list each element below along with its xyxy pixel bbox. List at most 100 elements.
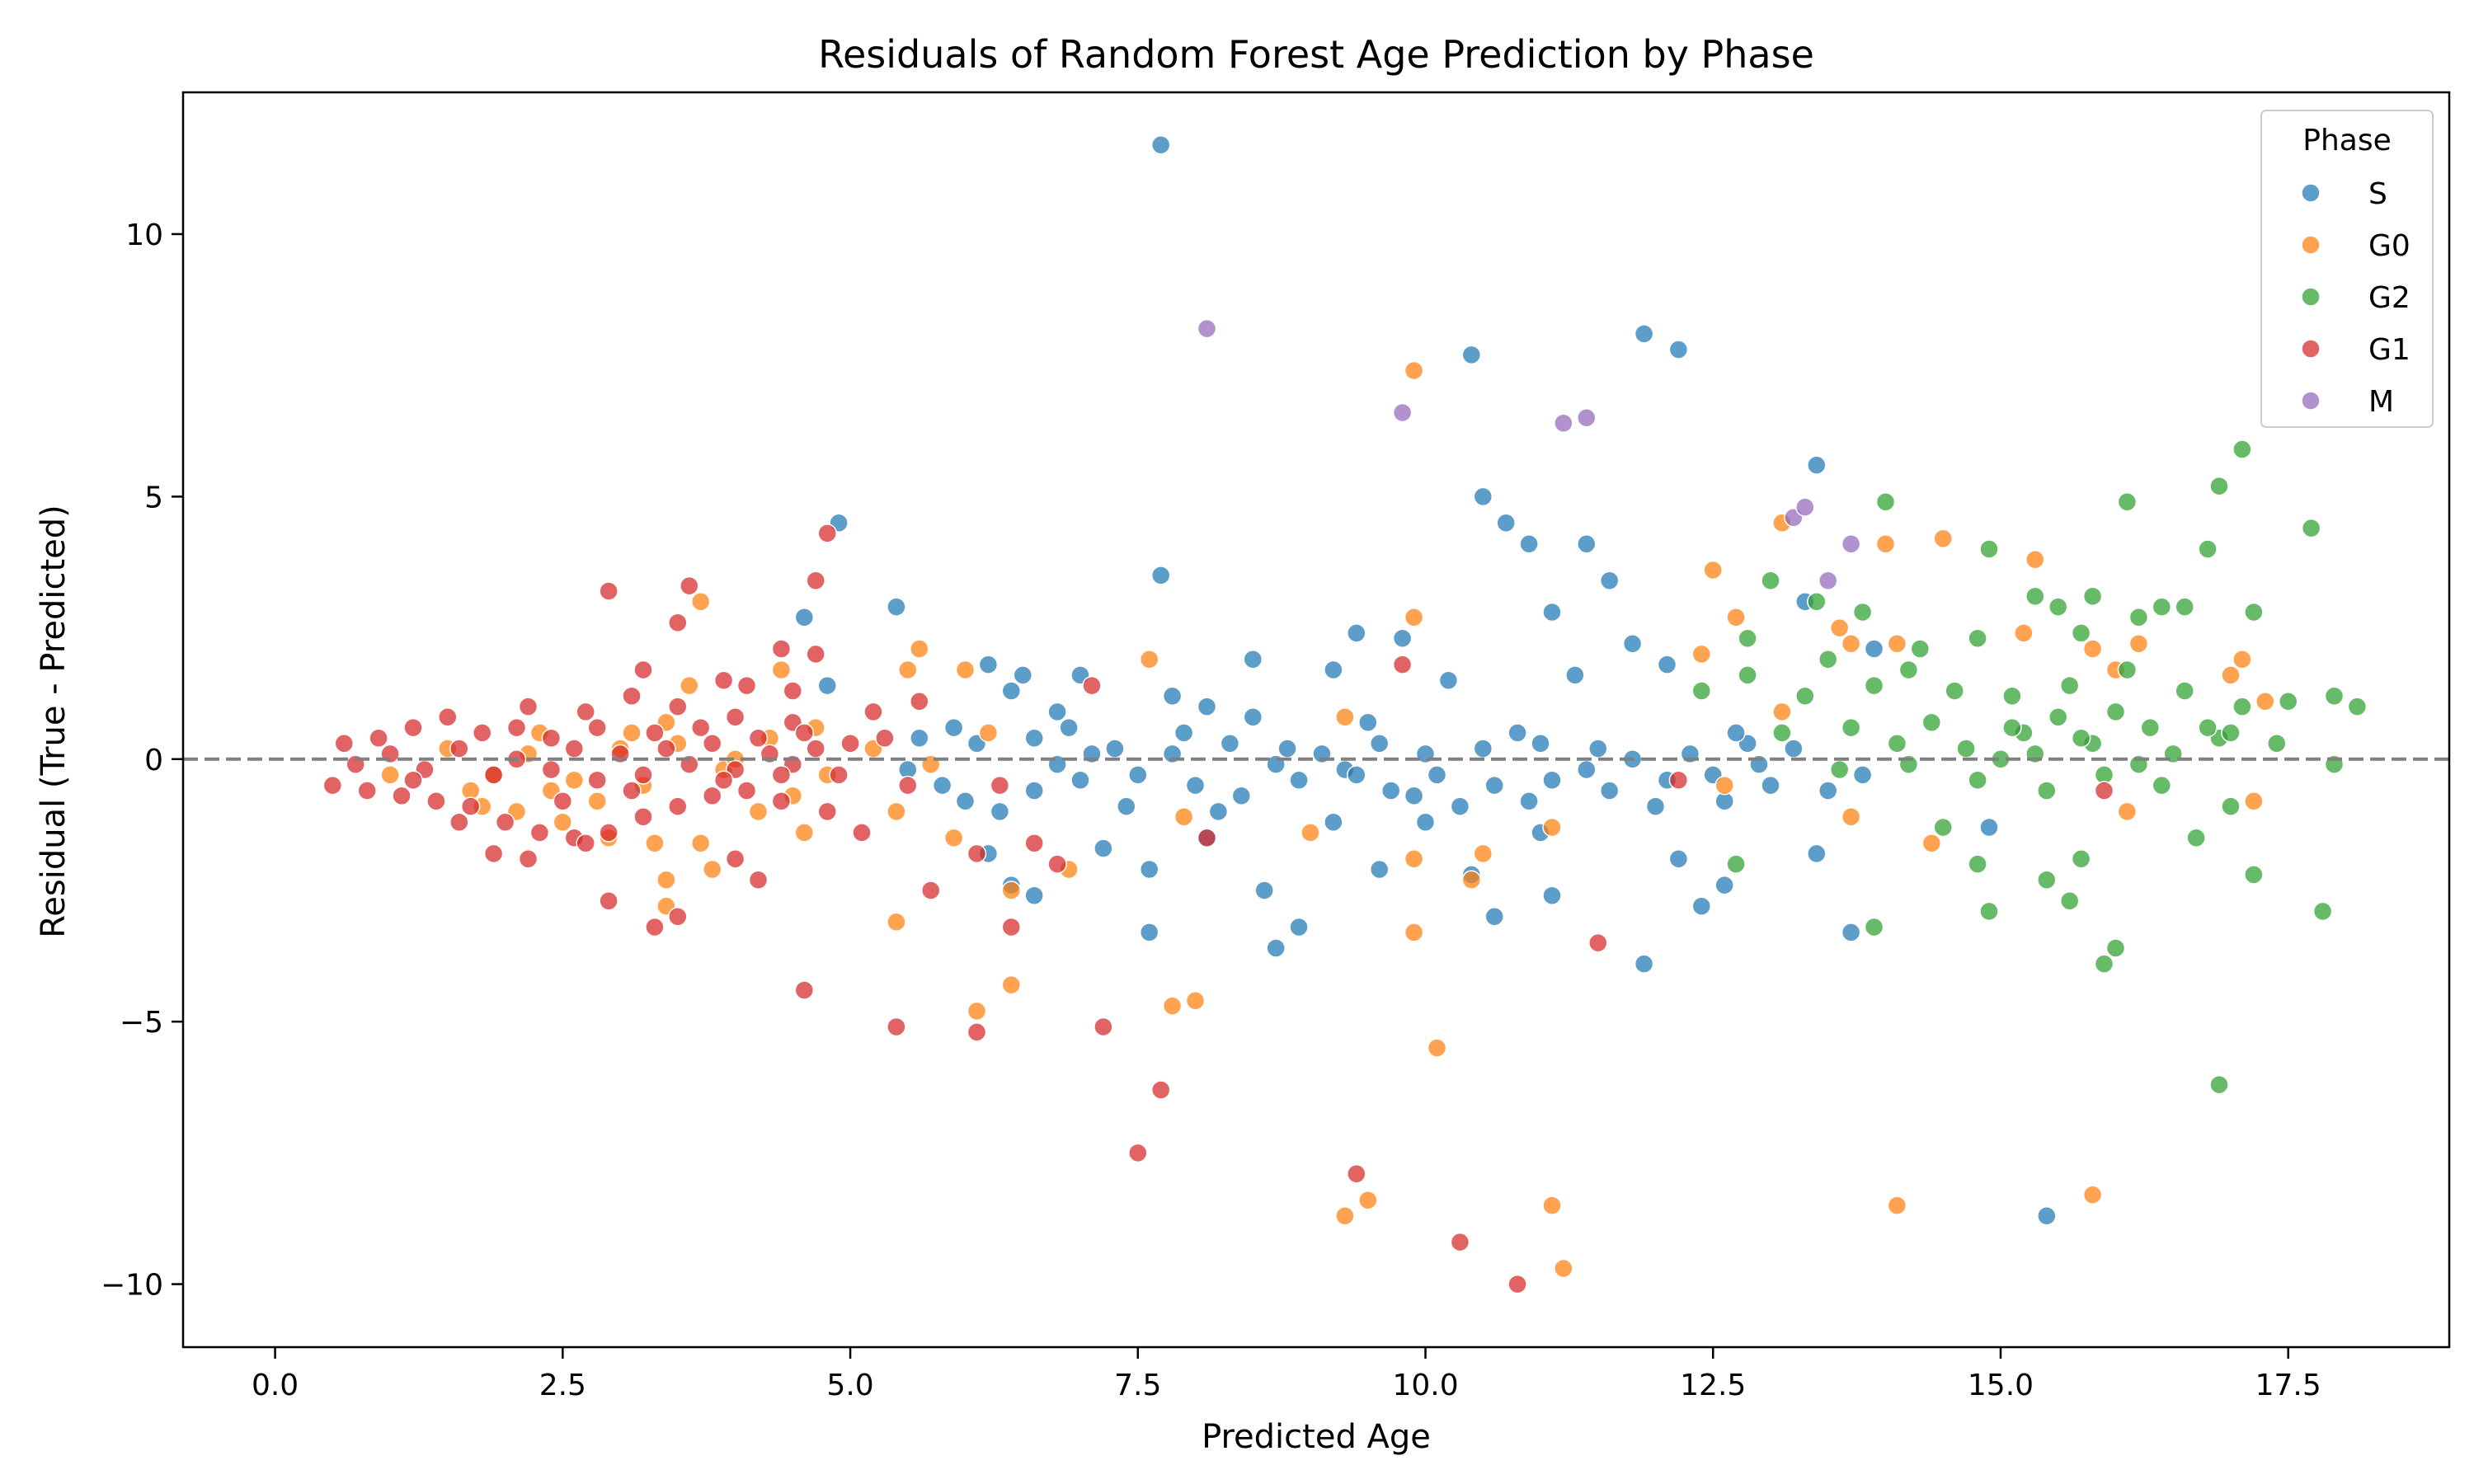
data-point-g1 <box>1450 1232 1470 1252</box>
data-point-g0 <box>1542 1195 1562 1215</box>
data-point-s <box>1542 770 1562 790</box>
data-point-g1 <box>1082 675 1102 696</box>
data-point-s <box>1254 881 1274 900</box>
data-point-g1 <box>645 723 665 743</box>
data-point-g0 <box>702 859 722 880</box>
data-point-g0 <box>1875 533 1896 554</box>
x-tick-label: 12.5 <box>1680 1369 1746 1402</box>
data-point-g0 <box>690 833 711 853</box>
data-point-g1 <box>633 660 653 680</box>
data-point-m <box>1197 318 1217 339</box>
data-point-g0 <box>1427 1038 1447 1058</box>
data-point-g2 <box>2312 901 2333 922</box>
data-point-g2 <box>1761 571 1780 590</box>
data-point-g0 <box>1887 633 1907 654</box>
data-point-g1 <box>806 644 825 665</box>
data-point-g2 <box>2140 717 2161 738</box>
data-point-g1 <box>875 728 895 749</box>
data-point-s <box>1231 786 1252 806</box>
data-point-g1 <box>403 717 423 738</box>
data-point-g1 <box>449 739 469 758</box>
x-tick-label: 7.5 <box>1114 1369 1161 1402</box>
legend-label-g0: G0 <box>2368 229 2411 263</box>
data-point-g1 <box>1197 828 1217 848</box>
data-point-g1 <box>518 697 539 716</box>
data-point-g1 <box>599 823 618 843</box>
data-point-g2 <box>1738 665 1757 685</box>
data-point-g1 <box>553 791 573 811</box>
data-point-g1 <box>518 849 539 869</box>
data-point-g2 <box>1956 739 1976 758</box>
data-point-s <box>1150 566 1171 585</box>
data-point-g1 <box>633 765 653 785</box>
data-point-g1 <box>472 723 492 743</box>
data-point-s <box>1324 812 1343 832</box>
data-point-g2 <box>2105 938 2126 958</box>
data-point-g1 <box>1507 1274 1527 1294</box>
data-point-s <box>1013 665 1033 685</box>
data-point-g0 <box>910 639 929 659</box>
data-point-g2 <box>2175 681 2194 701</box>
data-point-g0 <box>2082 1185 2103 1205</box>
data-point-s <box>1243 650 1263 669</box>
data-point-s <box>1519 533 1539 554</box>
data-point-g2 <box>2071 849 2091 869</box>
data-point-s <box>1059 717 1079 738</box>
data-point-g0 <box>1772 702 1792 722</box>
data-point-s <box>1139 923 1159 942</box>
data-point-s <box>1461 345 1482 365</box>
data-point-g1 <box>967 1022 987 1042</box>
x-tick-label: 15.0 <box>1968 1369 2034 1402</box>
chart-title: Residuals of Random Forest Age Predictio… <box>818 32 1814 77</box>
data-point-g0 <box>2244 791 2264 811</box>
data-point-g1 <box>369 728 388 749</box>
data-point-g0 <box>978 723 999 743</box>
data-point-g1 <box>483 843 504 864</box>
data-point-s <box>1128 765 1148 785</box>
data-point-s <box>1588 739 1608 758</box>
data-point-s <box>1841 923 1861 942</box>
data-point-g0 <box>1139 650 1159 669</box>
data-point-g0 <box>898 660 918 680</box>
data-point-s <box>1392 628 1413 649</box>
data-point-s <box>1484 775 1504 796</box>
data-point-g1 <box>771 791 792 811</box>
data-point-g0 <box>380 765 400 785</box>
data-point-g2 <box>2267 733 2287 754</box>
data-point-g1 <box>817 524 837 543</box>
data-point-g1 <box>587 717 607 738</box>
data-point-g0 <box>1841 807 1861 827</box>
data-point-s <box>1243 707 1263 727</box>
data-point-s <box>2037 1206 2057 1226</box>
data-point-g0 <box>1461 870 1482 890</box>
data-point-g1 <box>794 723 815 743</box>
data-point-g0 <box>2117 801 2138 822</box>
data-point-g0 <box>1358 1190 1378 1210</box>
data-point-s <box>1105 739 1125 758</box>
data-point-g2 <box>1807 591 1827 612</box>
legend-marker-g2 <box>2301 287 2321 307</box>
data-point-g1 <box>622 781 642 801</box>
data-point-g1 <box>668 697 688 716</box>
data-point-g0 <box>656 870 676 890</box>
data-point-g2 <box>2117 491 2138 512</box>
data-point-g0 <box>1404 923 1424 942</box>
data-point-g1 <box>2094 781 2114 801</box>
data-point-g1 <box>1588 932 1608 953</box>
data-point-g2 <box>2209 476 2229 496</box>
data-point-s <box>1220 733 1240 754</box>
data-point-g0 <box>564 770 585 790</box>
data-point-g2 <box>2128 608 2149 627</box>
data-point-g2 <box>1818 650 1838 669</box>
data-point-g1 <box>1047 854 1067 874</box>
data-point-g1 <box>1001 917 1022 937</box>
data-point-g0 <box>1933 528 1953 549</box>
data-point-g1 <box>322 775 343 796</box>
data-point-g1 <box>702 733 722 754</box>
data-point-g1 <box>587 770 607 790</box>
data-point-g0 <box>1473 843 1493 864</box>
data-point-g1 <box>1347 1164 1366 1184</box>
data-point-g0 <box>1542 817 1562 838</box>
data-point-g2 <box>2232 697 2252 716</box>
data-point-g0 <box>690 591 711 612</box>
